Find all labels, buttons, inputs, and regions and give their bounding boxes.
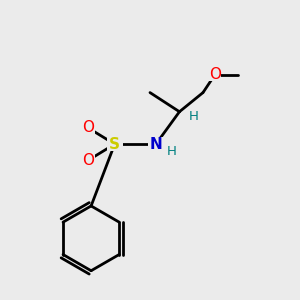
Bar bbox=[148, 137, 164, 151]
Bar bbox=[82, 154, 95, 166]
Text: O: O bbox=[82, 153, 94, 168]
Bar bbox=[106, 137, 123, 151]
Text: O: O bbox=[209, 68, 221, 82]
Text: N: N bbox=[149, 136, 162, 152]
Bar bbox=[208, 69, 221, 81]
Bar bbox=[82, 122, 95, 134]
Text: H: H bbox=[189, 110, 199, 123]
Text: H: H bbox=[167, 145, 177, 158]
Text: O: O bbox=[82, 120, 94, 135]
Text: S: S bbox=[109, 136, 120, 152]
